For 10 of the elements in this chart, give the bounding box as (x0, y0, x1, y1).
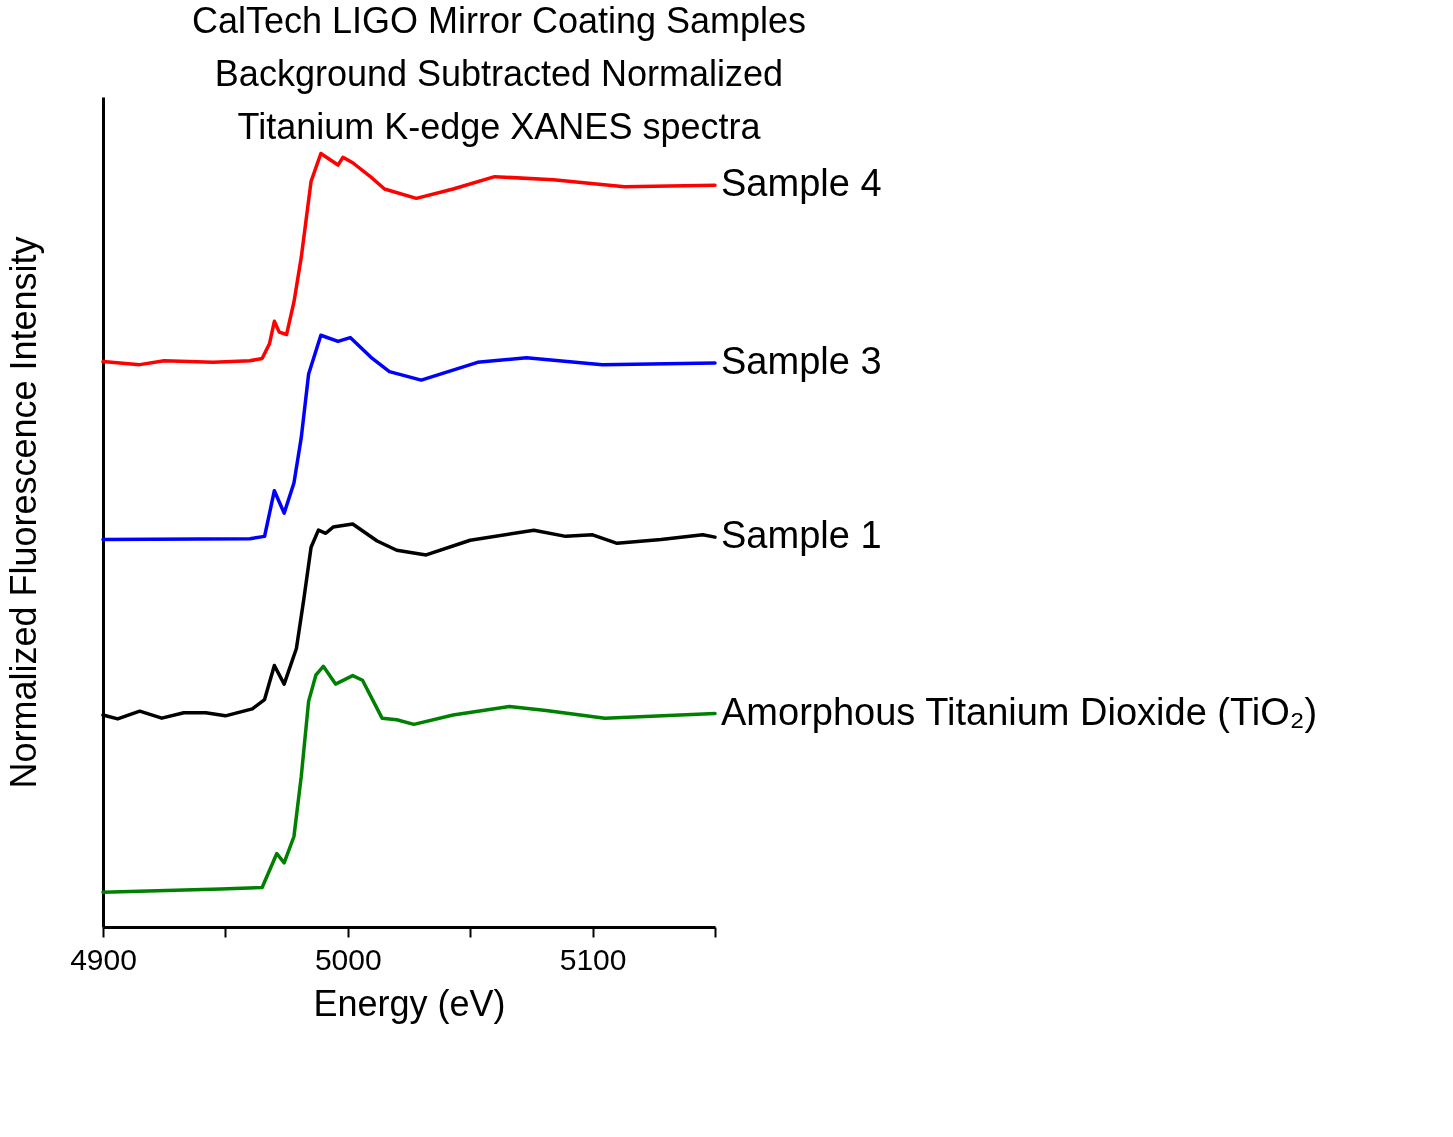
series-label: Amorphous Titanium Dioxide (TiO₂) (721, 690, 1318, 733)
y-axis-title: Normalized Fluorescence Intensity (2, 236, 44, 789)
x-tick-label: 4900 (70, 942, 137, 976)
x-tick-label: 5100 (559, 942, 627, 976)
series-label: Sample 4 (721, 162, 882, 205)
series-label: Sample 3 (721, 340, 882, 383)
x-axis-title: Energy (eV) (313, 982, 506, 1024)
x-tick-label: 5000 (314, 942, 382, 976)
series-label: Sample 1 (721, 514, 882, 557)
chart-title: CalTech LIGO Mirror Coating Samples Background Subtracted Normalized Titanium K-edge XANES spectra (191, 0, 807, 147)
